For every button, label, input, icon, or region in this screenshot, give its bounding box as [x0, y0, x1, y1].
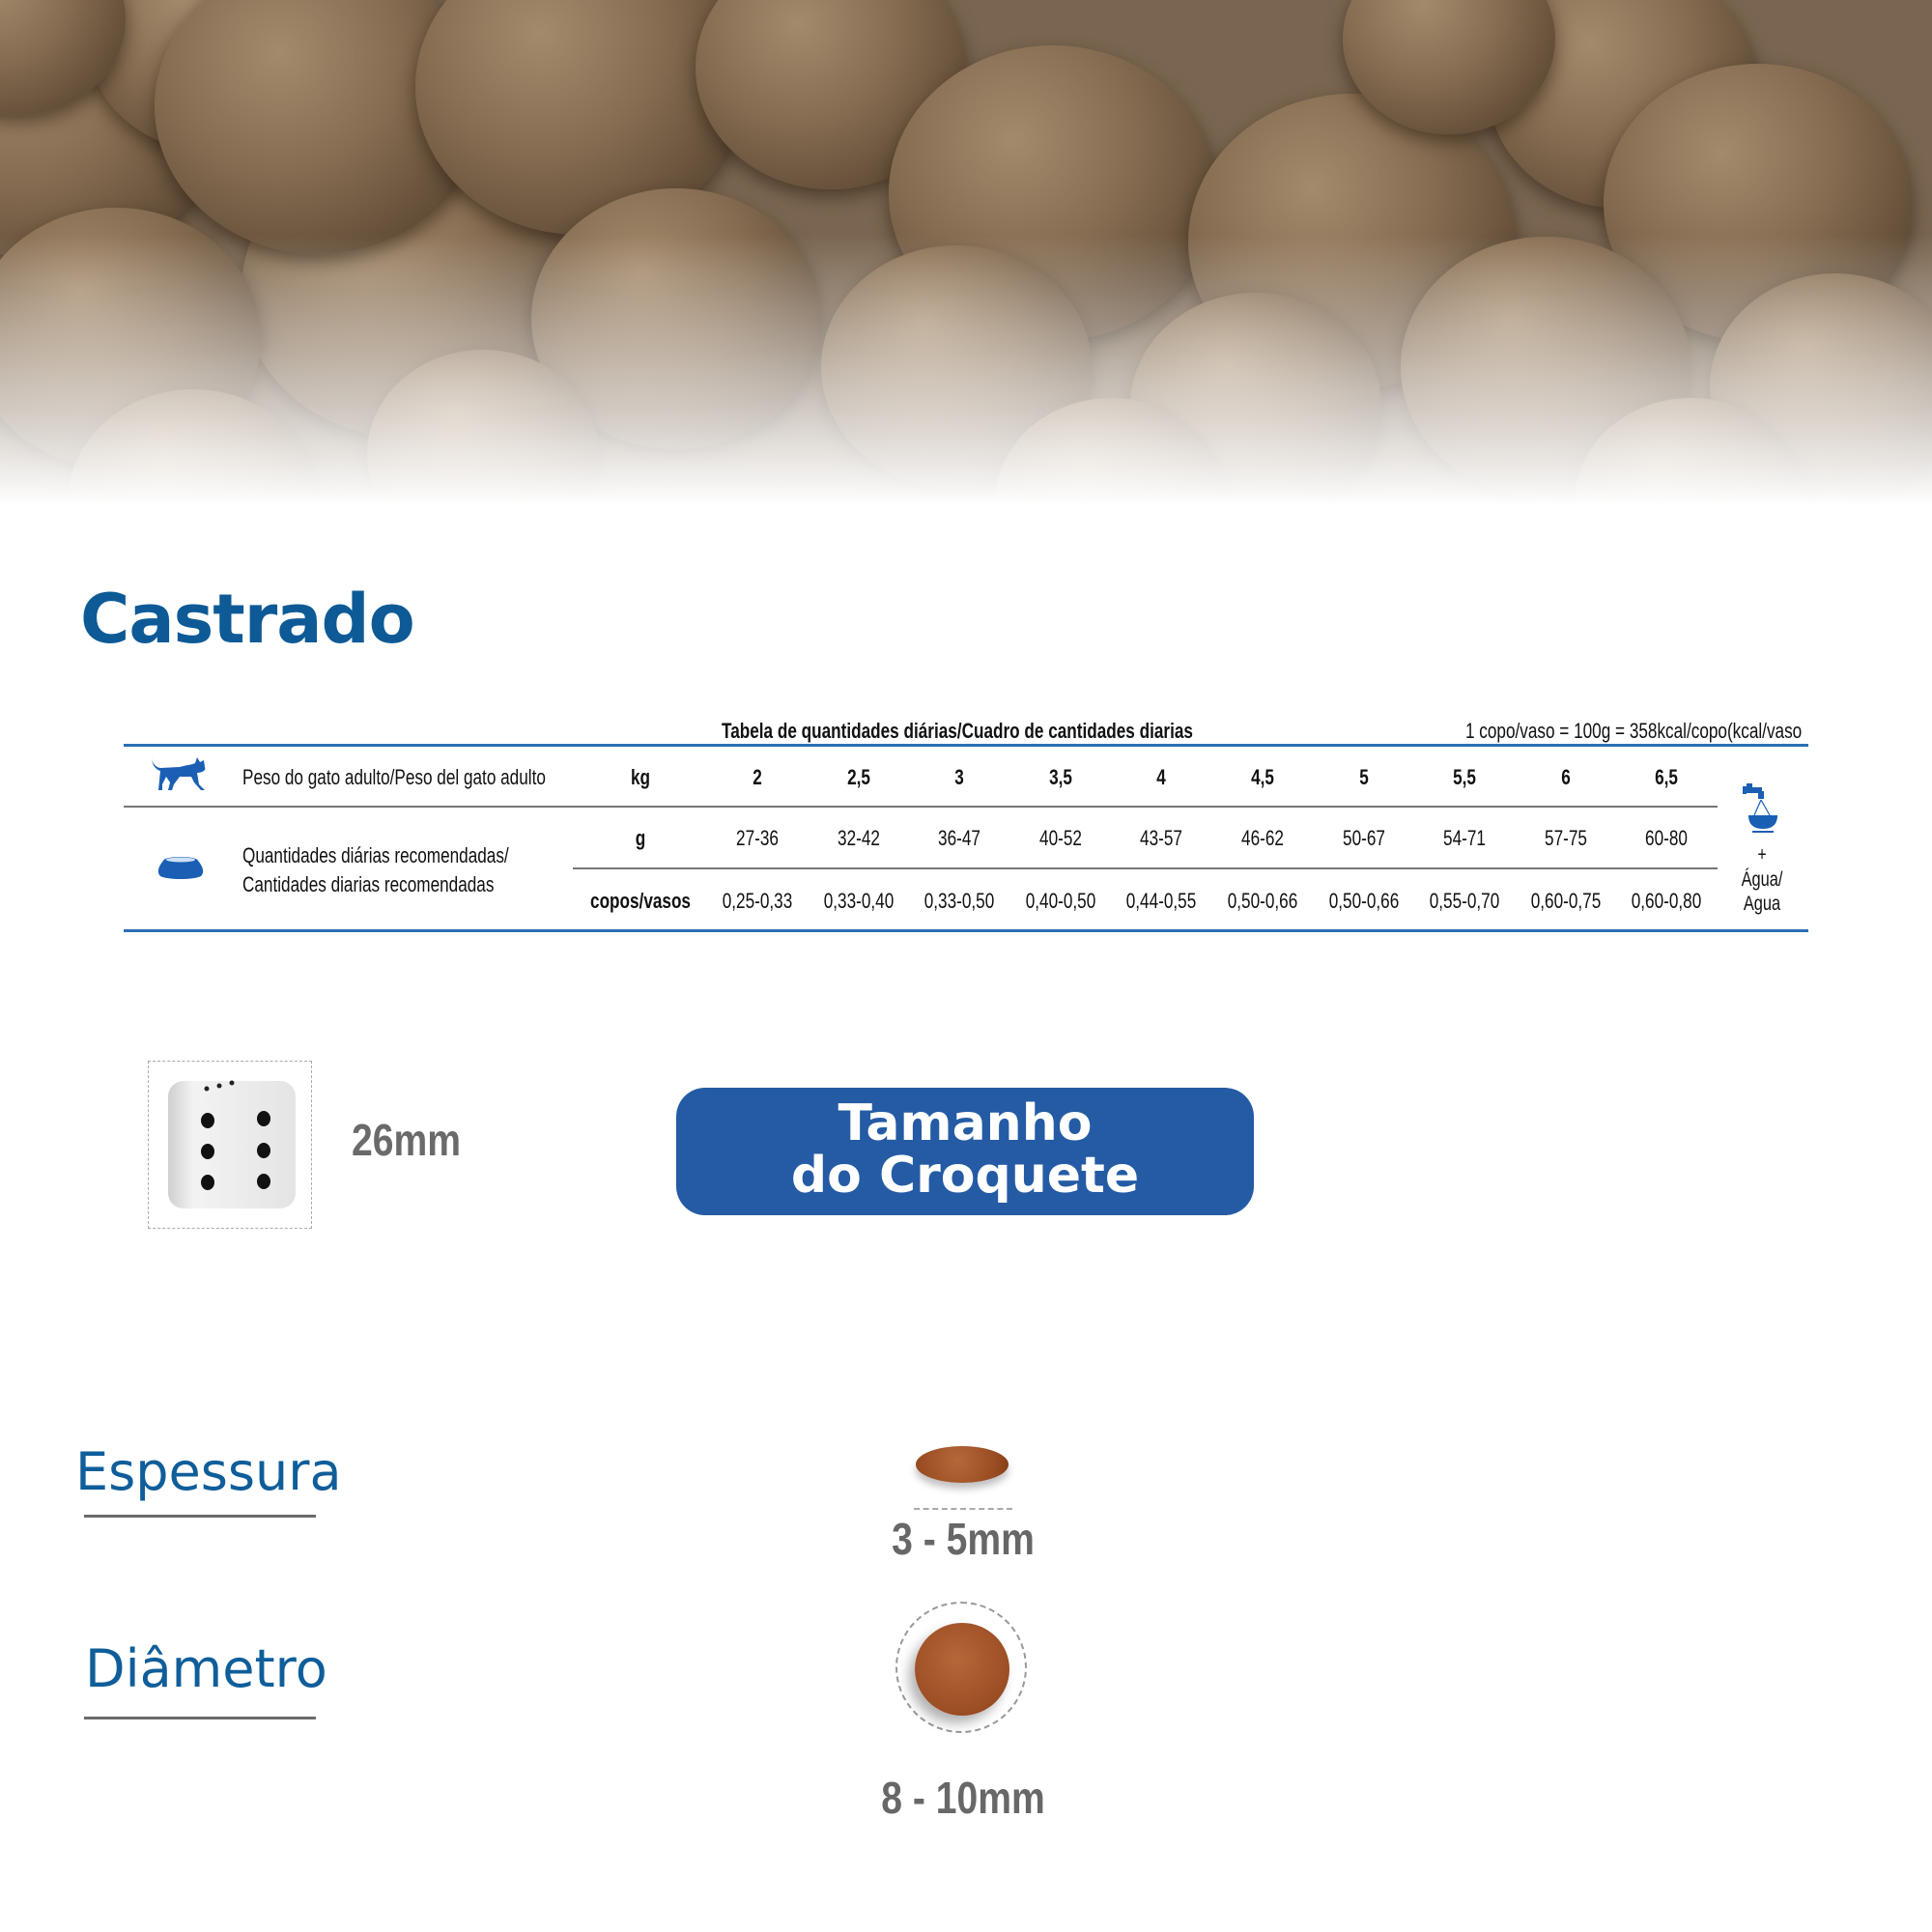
table-cell-weights: 4	[1156, 765, 1167, 789]
water-plus: +	[1757, 844, 1767, 866]
table-cell-grams: 43-57	[1140, 826, 1183, 850]
diameter-heading: Diâmetro	[85, 1638, 327, 1699]
row-divider	[573, 867, 1718, 869]
kibble-hero-photo	[0, 0, 1932, 522]
table-cell-cups: 0,33-0,40	[823, 889, 894, 913]
food-bowl-icon	[157, 857, 204, 879]
dice-size-label: 26mm	[352, 1115, 462, 1165]
amount-row-label-1: Quantidades diárias recomendadas/	[242, 843, 509, 867]
table-cell-cups: 0,55-0,70	[1429, 889, 1500, 913]
dice-frame	[148, 1061, 312, 1229]
thickness-value: 3 - 5mm	[892, 1514, 1035, 1564]
table-cell-cups: 0,33-0,50	[923, 889, 995, 913]
table-cell-weights: 2	[753, 765, 762, 789]
table-bottom-rule	[124, 929, 1808, 932]
thickness-heading: Espessura	[75, 1441, 342, 1502]
table-top-rule	[124, 744, 1808, 747]
table-cell-grams: 60-80	[1645, 826, 1689, 850]
unit-kg: kg	[630, 765, 651, 789]
table-cell-weights: 6,5	[1655, 765, 1679, 789]
kibble-side-image	[916, 1446, 1009, 1483]
unit-g: g	[635, 826, 646, 850]
table-cell-weights: 2,5	[846, 765, 870, 789]
diameter-underline	[84, 1717, 316, 1719]
table-cell-weights: 3,5	[1048, 765, 1072, 789]
thickness-dimension-line	[914, 1508, 1012, 1510]
table-cell-cups: 0,44-0,55	[1126, 889, 1197, 913]
water-label-2: Agua	[1743, 893, 1781, 915]
table-cell-grams: 32-42	[837, 826, 880, 850]
table-cell-cups: 0,40-0,50	[1025, 889, 1096, 913]
table-cell-cups: 0,60-0,75	[1530, 889, 1602, 913]
water-tap-bowl-icon	[1743, 783, 1777, 833]
diameter-value: 8 - 10mm	[881, 1773, 1045, 1823]
table-cell-grams: 57-75	[1544, 826, 1587, 850]
dice-icon	[168, 1080, 296, 1208]
badge-line-2: do Croquete	[790, 1147, 1140, 1205]
thickness-underline	[84, 1515, 316, 1518]
table-caption: Tabela de quantidades diárias/Cuadro de …	[722, 719, 1193, 743]
table-cell-grams: 50-67	[1342, 826, 1385, 850]
cat-icon	[152, 755, 206, 790]
badge-line-1: Tamanho	[838, 1094, 1093, 1152]
table-cell-grams: 36-47	[938, 826, 981, 850]
water-label-1: Água/	[1741, 868, 1783, 891]
table-cell-weights: 5,5	[1453, 765, 1477, 789]
table-cell-weights: 3	[954, 765, 964, 789]
table-note: 1 copo/vaso = 100g = 358kcal/copo(kcal/v…	[1465, 719, 1803, 743]
table-cell-grams: 46-62	[1241, 826, 1284, 850]
table-cell-cups: 0,50-0,66	[1328, 889, 1399, 913]
kibble-size-badge: Tamanho do Croquete	[676, 1088, 1254, 1215]
page-title: Castrado	[80, 580, 415, 659]
amount-row-label-2: Cantidades diarias recomendadas	[242, 872, 495, 896]
diameter-dimension-circle	[895, 1602, 1027, 1733]
row-divider	[124, 806, 1718, 808]
photo-fade	[0, 0, 1932, 522]
table-cell-cups: 0,50-0,66	[1227, 889, 1298, 913]
unit-cups: copos/vasos	[590, 889, 691, 913]
table-cell-cups: 0,60-0,80	[1632, 889, 1702, 913]
weight-row-label: Peso do gato adulto/Peso del gato adulto	[242, 765, 546, 789]
table-cell-weights: 6	[1561, 765, 1571, 789]
kibble-top-image	[915, 1623, 1009, 1716]
table-cell-cups: 0,25-0,33	[722, 889, 793, 913]
table-cell-grams: 54-71	[1443, 826, 1487, 850]
table-cell-weights: 5	[1358, 765, 1369, 789]
table-cell-grams: 40-52	[1038, 826, 1082, 850]
table-cell-grams: 27-36	[736, 826, 779, 850]
table-cell-weights: 4,5	[1251, 765, 1274, 789]
